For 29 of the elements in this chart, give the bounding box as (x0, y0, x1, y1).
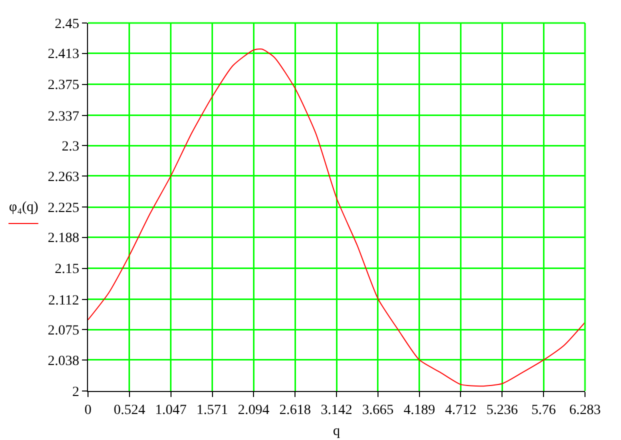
x-tick-label: 4.712 (444, 402, 476, 418)
line-series (88, 48, 585, 387)
y-tick-label: 2.112 (48, 293, 80, 308)
x-axis-title: q (333, 424, 340, 440)
y-tick-label: 2.45 (54, 16, 80, 32)
x-tick-label: 0 (84, 402, 92, 418)
y-tick-label: 2.413 (48, 47, 80, 62)
y-tick-label: 2.225 (48, 200, 80, 216)
x-tick-label: 3.142 (320, 402, 352, 418)
x-tick-label: 3.665 (362, 402, 394, 418)
y-tick-label: 2.188 (48, 231, 80, 246)
y-tick-label: 2.337 (48, 109, 80, 124)
x-tick-label: 2.094 (238, 402, 270, 418)
x-tick-label: 6.283 (569, 402, 601, 418)
y-tick-label: 2 (72, 384, 80, 400)
x-tick-label: 1.047 (155, 402, 187, 418)
x-tick-label: 4.189 (404, 402, 436, 418)
y-tick-label: 2.075 (48, 324, 80, 339)
x-tick-label: 1.571 (196, 402, 228, 418)
y-tick-label: 2.375 (48, 78, 80, 94)
y-tick-label: 2.15 (54, 262, 80, 278)
x-tick-label: 5.236 (486, 402, 518, 418)
x-tick-label: 2.618 (279, 402, 311, 418)
y-axis-title: φ₄(q) (9, 200, 39, 215)
y-tick-label: 2.263 (48, 170, 80, 185)
x-tick-label: 0.524 (114, 402, 146, 418)
x-tick-label: 5.76 (531, 402, 556, 418)
y-tick-label: 2.3 (62, 140, 80, 155)
y-tick-label: 2.038 (48, 354, 80, 369)
